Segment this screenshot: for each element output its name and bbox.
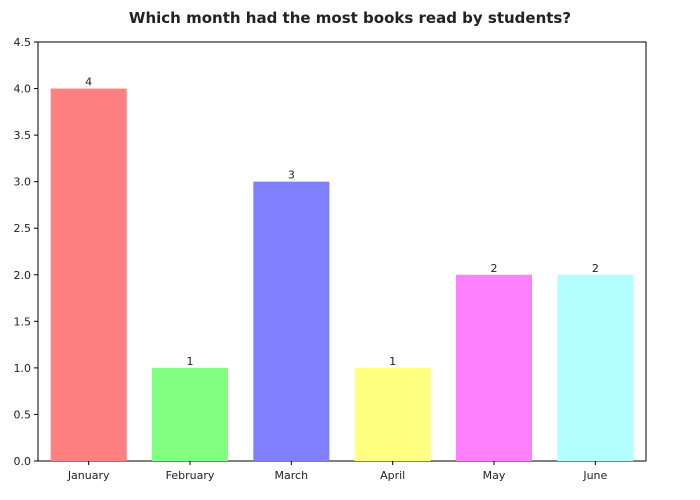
- bar-february: [152, 367, 228, 461]
- bar-january: [50, 88, 127, 462]
- bar-value-label: 1: [389, 355, 396, 368]
- y-tick-label: 0.0: [14, 455, 32, 468]
- x-tick-label: February: [166, 469, 215, 482]
- y-tick-label: 4.5: [14, 36, 32, 49]
- bar-value-label: 1: [187, 355, 194, 368]
- bar-value-label: 2: [491, 262, 498, 275]
- bar-value-label: 2: [592, 262, 599, 275]
- x-axis: January February March April May June: [67, 461, 608, 482]
- y-tick-label: 2.5: [14, 222, 32, 235]
- y-tick-label: 2.0: [14, 269, 32, 282]
- bar-series: 4 1 3 1 2 2: [50, 76, 634, 462]
- bar-june: [557, 274, 634, 461]
- y-tick-label: 1.5: [14, 315, 32, 328]
- x-tick-label: May: [483, 469, 506, 482]
- y-tick-label: 3.0: [14, 176, 32, 189]
- bar-april: [354, 367, 431, 461]
- y-tick-label: 3.5: [14, 129, 32, 142]
- x-tick-label: June: [582, 469, 607, 482]
- x-tick-label: March: [275, 469, 309, 482]
- bar-value-label: 3: [288, 169, 295, 182]
- x-tick-label: April: [380, 469, 405, 482]
- x-tick-label: January: [67, 469, 110, 482]
- plot-area-frame: [37, 41, 647, 462]
- bar-value-label: 4: [85, 76, 92, 89]
- bar-march: [253, 181, 330, 461]
- y-tick-label: 0.5: [14, 408, 32, 421]
- bar-may: [456, 274, 532, 461]
- chart-title: Which month had the most books read by s…: [129, 9, 571, 27]
- y-tick-label: 4.0: [14, 83, 32, 96]
- y-axis: 0.0 0.5 1.0 1.5 2.0 2.5 3.0 3.5 4.0 4.5: [14, 36, 38, 468]
- y-tick-label: 1.0: [14, 362, 32, 375]
